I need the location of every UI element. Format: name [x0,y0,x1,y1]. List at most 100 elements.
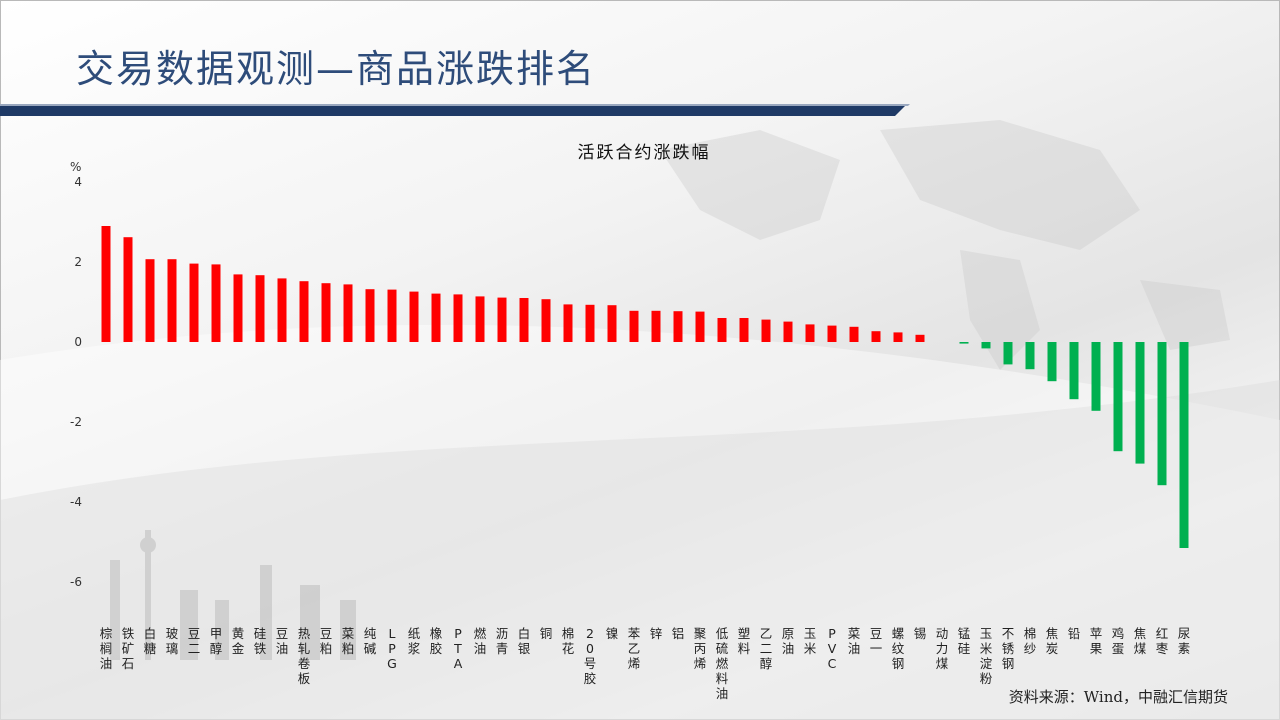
bar [475,296,485,342]
x-category-label: 黄金 [232,626,245,656]
x-category-label: 红枣 [1156,626,1169,656]
bar [519,298,529,342]
x-category-label: 铝 [672,626,685,641]
x-category-label: 玉米淀粉 [980,626,993,686]
bar [849,326,859,342]
bar [387,289,397,342]
bar [651,310,661,342]
x-category-label: 塑料 [738,626,751,656]
x-category-label: 玻璃 [166,626,179,656]
bar [585,304,595,342]
x-category-label: 棉花 [562,626,575,656]
x-category-label: 菜粕 [342,626,355,656]
bar [1069,342,1079,400]
x-category-label: 棕榈油 [100,626,113,671]
bar [1003,342,1013,365]
x-category-label: 纸浆 [408,626,421,656]
bar [541,299,551,342]
x-category-label: 鸡蛋 [1112,626,1125,656]
bar [563,304,573,342]
x-category-label: 动力煤 [936,626,949,671]
bar [629,310,639,342]
x-category-label: 低硫燃料油 [716,626,729,701]
x-category-label: 镍 [606,626,619,641]
x-category-label: 焦炭 [1046,626,1059,656]
chart-title: 活跃合约涨跌幅 [578,143,711,163]
title-underline-band [0,104,910,116]
bar [277,278,287,342]
x-category-label: 锰硅 [958,626,971,656]
x-category-label: 不锈钢 [1002,626,1015,671]
bar [497,297,507,342]
x-category-label: 甲醇 [210,626,223,656]
bar [827,325,837,342]
bar [607,305,617,342]
bar [321,283,331,342]
bar-series [101,226,1189,548]
bar [343,284,353,342]
x-category-label: 锡 [914,626,927,641]
x-category-label: 聚丙烯 [694,626,707,671]
bar [673,311,683,342]
x-category-label: 豆粕 [320,626,333,656]
x-category-label: 豆油 [276,626,289,656]
x-category-label: 铜 [540,626,553,641]
x-category-label: 橡胶 [430,626,443,656]
bar [1157,342,1167,486]
bar [1113,342,1123,452]
source-note: 资料来源：Wind，中融汇信期货 [1008,688,1228,706]
bar [299,281,309,342]
bar [805,324,815,342]
x-category-label: 白银 [518,626,531,656]
bar [761,319,771,342]
x-category-label: 棉纱 [1024,626,1037,656]
x-category-label: 尿素 [1178,626,1191,656]
bar [871,331,881,342]
x-category-label: 铅 [1068,626,1081,641]
x-category-label: 菜油 [848,626,861,656]
bar [409,291,419,342]
x-category-label: 铁矿石 [122,626,135,671]
y-axis: 4 2 0 -2 -4 -6 [70,175,82,589]
y-tick-label: -2 [70,415,82,429]
bar [1025,342,1035,370]
bar [233,274,243,342]
bar [453,294,463,342]
x-category-label: 白糖 [144,626,157,656]
bar [717,318,727,342]
y-tick-label: -4 [70,495,82,509]
x-category-label: 苯乙烯 [628,626,641,671]
bar [123,237,133,342]
bar [189,263,199,342]
bar [145,259,155,342]
bar [981,342,991,349]
x-category-label: 原油 [782,626,795,656]
bar [1179,342,1189,548]
bar [431,293,441,342]
bar [211,264,221,342]
x-category-label: 豆一 [870,626,883,656]
x-category-label: 纯碱 [364,626,377,656]
x-category-label: 豆二 [188,626,201,656]
y-tick-label: 4 [74,175,82,189]
bar [695,311,705,342]
y-tick-label: -6 [70,575,82,589]
bar [739,318,749,342]
x-category-label: 沥青 [496,626,509,656]
bar [101,226,111,342]
bar [167,259,177,342]
bar [255,275,265,342]
x-category-label: 焦煤 [1134,626,1147,656]
y-axis-unit: % [70,160,81,174]
y-tick-label: 0 [74,335,82,349]
x-category-label: 玉米 [804,626,817,656]
x-category-label: 燃油 [474,626,487,656]
y-tick-label: 2 [74,255,82,269]
bar [959,342,969,344]
bar [893,332,903,342]
